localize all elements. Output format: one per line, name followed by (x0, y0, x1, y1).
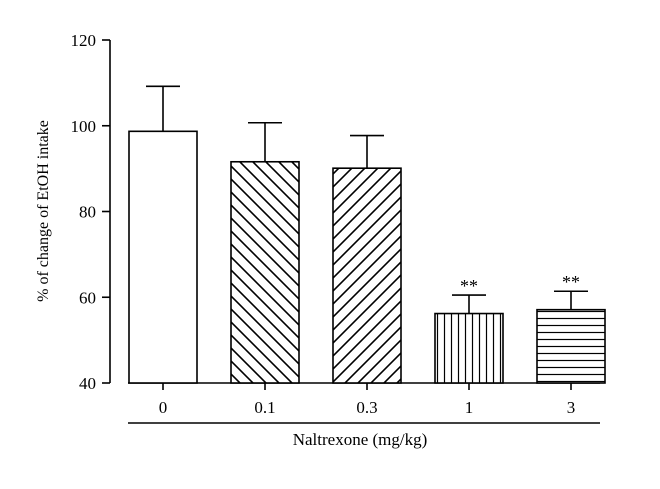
y-tick-label: 120 (71, 31, 97, 50)
x-tick-label: 1 (465, 398, 474, 417)
bar (434, 312, 504, 384)
bars: 0 0.1 0.3 1 ** 3 ** (128, 85, 606, 417)
bar (536, 308, 606, 384)
y-axis-label: % of change of EtOH intake (35, 120, 52, 302)
x-tick-label: 0 (159, 398, 168, 417)
x-axis-label: Naltrexone (mg/kg) (293, 430, 428, 449)
x-tick-label: 3 (567, 398, 576, 417)
bar (230, 160, 300, 384)
y-tick-label: 100 (71, 117, 97, 136)
y-tick-label: 80 (79, 203, 96, 222)
bar (332, 167, 402, 384)
significance-marker: ** (562, 272, 580, 292)
bar (128, 130, 198, 384)
x-tick-label: 0.1 (254, 398, 275, 417)
x-tick-label: 0.3 (356, 398, 377, 417)
significance-marker: ** (460, 276, 478, 296)
y-tick-label: 40 (79, 374, 96, 393)
y-tick-label: 60 (79, 288, 96, 307)
y-axis: 40 60 80 100 120 (71, 31, 111, 393)
